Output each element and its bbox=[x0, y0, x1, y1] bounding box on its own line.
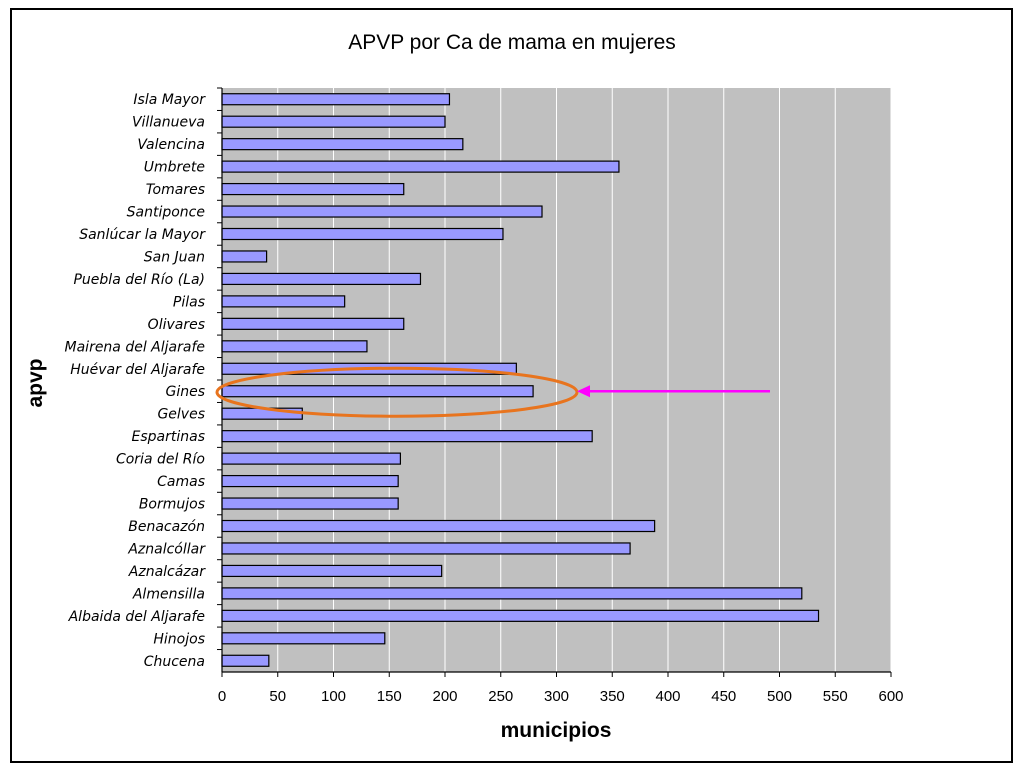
bar bbox=[221, 160, 620, 173]
category-label: Bormujos bbox=[139, 497, 205, 513]
bar bbox=[221, 317, 405, 330]
bar bbox=[221, 609, 820, 622]
category-label: Pilas bbox=[173, 294, 205, 310]
category-label: Chucena bbox=[144, 654, 205, 670]
bar bbox=[221, 138, 464, 151]
bar bbox=[221, 542, 631, 555]
category-label: San Juan bbox=[144, 249, 205, 265]
bar bbox=[221, 632, 386, 645]
x-tick-label: 350 bbox=[600, 688, 625, 705]
category-label: Umbrete bbox=[144, 160, 205, 176]
bar bbox=[221, 182, 405, 196]
x-axis-label: municipios bbox=[501, 719, 612, 742]
x-tick-label: 0 bbox=[218, 688, 226, 705]
category-label: Isla Mayor bbox=[133, 92, 206, 108]
category-label: Valencina bbox=[137, 137, 205, 153]
bar bbox=[221, 474, 399, 488]
category-label: Aznalcóllar bbox=[127, 541, 206, 557]
x-tick-label: 300 bbox=[544, 688, 569, 705]
category-label: Gelves bbox=[157, 407, 205, 423]
bar bbox=[221, 115, 446, 128]
category-label: Benacazón bbox=[128, 519, 205, 535]
bar bbox=[221, 205, 543, 218]
bar bbox=[221, 340, 368, 353]
category-label: Santiponce bbox=[127, 205, 205, 221]
category-label: Aznalcázar bbox=[128, 564, 206, 580]
x-tick-label: 500 bbox=[767, 688, 792, 705]
category-label: Hinojos bbox=[153, 631, 205, 647]
category-label: Huévar del Aljarafe bbox=[70, 362, 205, 378]
bar bbox=[221, 654, 270, 667]
bar bbox=[221, 93, 451, 106]
category-label: Camas bbox=[157, 474, 205, 490]
x-tick-label: 150 bbox=[377, 688, 402, 705]
category-label: Almensilla bbox=[132, 586, 205, 602]
x-tick-label: 550 bbox=[823, 688, 848, 705]
category-label: Puebla del Río (La) bbox=[73, 272, 205, 288]
bar bbox=[221, 497, 399, 510]
x-tick-label: 200 bbox=[432, 688, 457, 705]
category-label: Mairena del Aljarafe bbox=[65, 339, 205, 355]
x-tick-label: 100 bbox=[321, 688, 346, 705]
x-tick-label: 50 bbox=[269, 688, 286, 705]
bar bbox=[221, 430, 593, 443]
bar bbox=[221, 272, 422, 286]
highlight-arrow-head bbox=[577, 385, 590, 398]
highlight-ellipse bbox=[215, 366, 579, 418]
bar bbox=[221, 519, 656, 533]
x-tick-label: 450 bbox=[711, 688, 736, 705]
x-tick-label: 400 bbox=[655, 688, 680, 705]
bar bbox=[221, 452, 401, 465]
bar bbox=[221, 250, 268, 263]
y-axis-label: apvp bbox=[24, 358, 47, 407]
category-label: Tomares bbox=[146, 182, 205, 198]
category-label: Gines bbox=[165, 384, 205, 400]
category-label: Albaida del Aljarafe bbox=[68, 609, 205, 625]
category-label: Olivares bbox=[148, 317, 205, 333]
bar bbox=[221, 227, 504, 241]
x-tick-label: 250 bbox=[488, 688, 513, 705]
category-label: Villanueva bbox=[132, 115, 205, 131]
category-label: Coria del Río bbox=[116, 452, 205, 468]
category-label: Sanlúcar la Mayor bbox=[79, 227, 206, 243]
bar bbox=[221, 407, 303, 420]
chart-title: APVP por Ca de mama en mujeres bbox=[348, 31, 676, 54]
bar bbox=[221, 295, 346, 308]
bar bbox=[221, 564, 443, 578]
bar bbox=[221, 587, 803, 600]
category-label: Espartinas bbox=[132, 429, 206, 445]
x-tick-label: 600 bbox=[878, 688, 903, 705]
bar bbox=[221, 385, 534, 398]
